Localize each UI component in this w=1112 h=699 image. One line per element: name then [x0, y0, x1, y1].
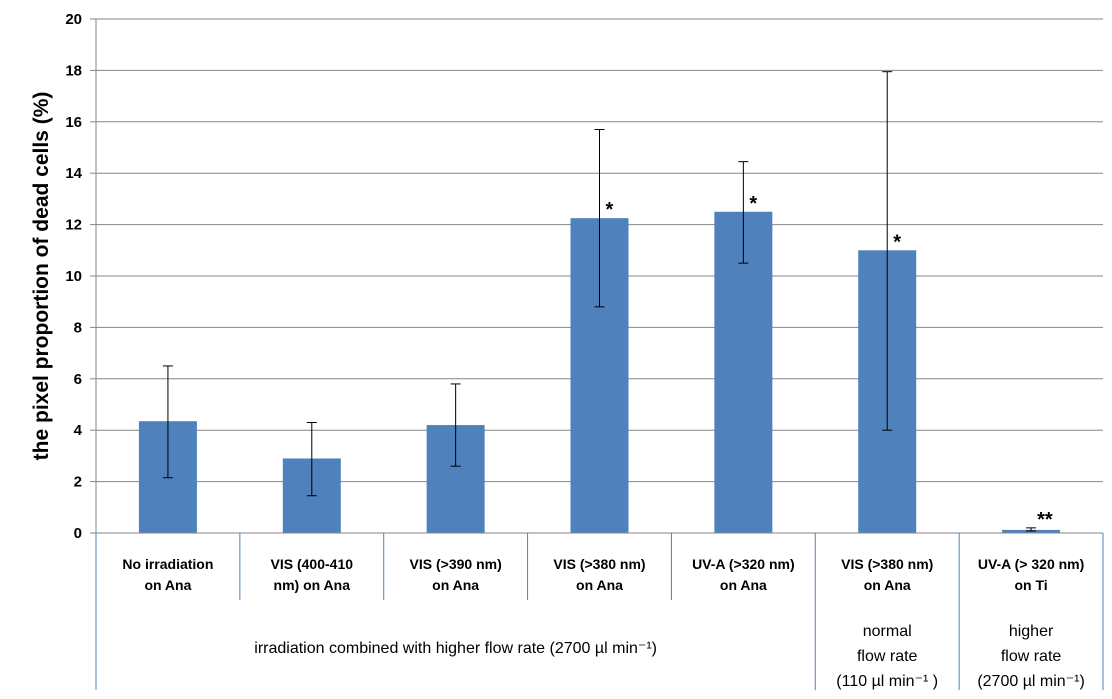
category-label: on Ana [720, 577, 767, 593]
category-label: on Ana [432, 577, 479, 593]
y-tick-label: 12 [65, 217, 82, 234]
y-tick-label: 8 [74, 319, 82, 336]
category-label: on Ana [144, 577, 191, 593]
y-tick-label: 16 [65, 114, 82, 131]
category-label: VIS (>380 nm) [841, 556, 933, 572]
y-axis-ticks: 0 2 4 6 8 10 12 14 16 18 20 [65, 11, 96, 542]
category-label: VIS (>380 nm) [553, 556, 645, 572]
group-label: irradiation combined with higher flow ra… [254, 640, 657, 657]
category-label: UV-A (>320 nm) [692, 556, 795, 572]
y-tick-label: 6 [74, 371, 82, 388]
group-labels: irradiation combined with higher flow ra… [254, 623, 1085, 690]
category-label: VIS (>390 nm) [410, 556, 502, 572]
group-label: flow rate [1001, 648, 1062, 665]
significance-marker: * [606, 199, 614, 221]
y-tick-label: 2 [74, 474, 82, 491]
y-tick-label: 20 [65, 11, 82, 28]
y-tick-label: 4 [74, 422, 83, 439]
category-label: No irradiation [122, 556, 213, 572]
y-tick-label: 14 [65, 165, 82, 182]
significance-marker: ** [1037, 509, 1053, 531]
category-label: nm) on Ana [274, 577, 351, 593]
group-label: (110 µl min⁻¹ ) [836, 673, 938, 690]
category-label: on Ana [576, 577, 623, 593]
significance-marker: * [893, 231, 901, 253]
group-label: (2700 µl min⁻¹) [977, 673, 1084, 690]
group-label: higher [1009, 623, 1054, 640]
category-label: on Ti [1014, 577, 1047, 593]
y-tick-label: 10 [65, 268, 82, 285]
y-tick-label: 18 [65, 62, 82, 79]
category-label: UV-A (> 320 nm) [978, 556, 1084, 572]
significance-markers: * **** [606, 193, 1053, 531]
significance-marker: * [749, 193, 757, 215]
group-label: normal [863, 623, 912, 640]
category-label: on Ana [864, 577, 911, 593]
x-axis-category-labels: No irradiation on Ana VIS (400-410 nm) on A… [122, 556, 1084, 593]
category-label: VIS (400-410 [271, 556, 354, 572]
group-label: flow rate [857, 648, 918, 665]
y-axis-label: the pixel proportion of dead cells (%) [30, 92, 53, 461]
y-tick-label: 0 [74, 525, 82, 542]
